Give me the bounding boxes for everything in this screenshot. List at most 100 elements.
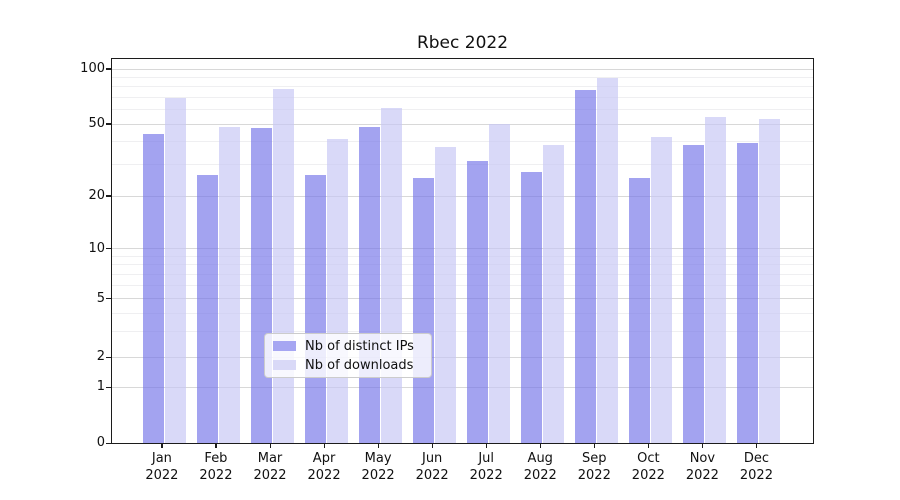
x-tick-mark — [377, 443, 379, 448]
minor-gridline — [112, 163, 813, 165]
bar-distinct-ips-jun — [412, 177, 434, 443]
minor-gridline — [112, 255, 813, 257]
y-tick-label: 0 — [96, 435, 105, 451]
bar-downloads-jun — [434, 147, 456, 443]
bar-distinct-ips-nov — [683, 145, 704, 443]
x-tick-label: Dec 2022 — [721, 451, 791, 484]
x-tick-month: Aug — [527, 451, 553, 466]
major-gridline — [112, 387, 813, 388]
bar-distinct-ips-apr — [304, 174, 326, 443]
bar-distinct-ips-feb — [196, 174, 218, 443]
legend-label: Nb of distinct IPs — [305, 338, 414, 354]
x-tick-year: 2022 — [631, 467, 665, 483]
x-tick-month: Apr — [312, 451, 336, 466]
legend-label: Nb of downloads — [305, 357, 414, 373]
x-tick-label: Jul 2022 — [451, 451, 521, 484]
x-tick-year: 2022 — [253, 467, 287, 483]
bar-distinct-ips-jan — [142, 133, 164, 443]
major-gridline — [112, 248, 813, 250]
minor-gridline — [112, 76, 813, 78]
x-tick-label: Feb 2022 — [181, 451, 251, 484]
x-tick-year: 2022 — [415, 467, 449, 483]
x-tick-label: Jan 2022 — [127, 451, 197, 484]
y-tick-label: 10 — [88, 240, 105, 256]
minor-gridline — [112, 141, 813, 143]
y-tick-mark — [106, 68, 112, 70]
x-tick-month: Dec — [743, 451, 770, 466]
minor-gridline — [112, 312, 813, 314]
x-tick-year: 2022 — [361, 467, 395, 483]
x-tick-mark — [269, 443, 271, 448]
y-tick-label: 2 — [96, 349, 105, 365]
minor-gridline — [112, 96, 813, 98]
x-tick-month: Oct — [637, 451, 660, 466]
x-tick-mark — [701, 443, 704, 448]
minor-gridline — [112, 86, 813, 88]
x-tick-month: Sep — [582, 451, 607, 466]
x-tick-label: Aug 2022 — [505, 451, 575, 484]
bar-distinct-ips-dec — [737, 143, 759, 443]
x-tick-year: 2022 — [199, 467, 233, 483]
legend-item-distinct-ips: Nb of distinct IPs — [273, 339, 423, 354]
x-tick-month: Jun — [421, 451, 443, 466]
x-tick-label: Jun 2022 — [397, 451, 467, 484]
y-tick-mark — [106, 386, 112, 389]
x-tick-label: Mar 2022 — [235, 451, 305, 484]
y-tick-mark — [106, 123, 112, 125]
x-tick-year: 2022 — [739, 467, 773, 483]
x-tick-month: Jan — [151, 451, 172, 466]
x-tick-label: Nov 2022 — [667, 451, 737, 484]
x-tick-label: Apr 2022 — [289, 451, 359, 484]
x-tick-year: 2022 — [469, 467, 503, 483]
x-tick-label: Oct 2022 — [613, 451, 683, 484]
major-gridline — [112, 68, 813, 70]
bar-distinct-ips-aug — [520, 171, 542, 443]
x-tick-mark — [431, 443, 433, 448]
x-tick-year: 2022 — [307, 467, 341, 483]
bar-distinct-ips-mar — [250, 128, 272, 443]
bar-downloads-apr — [326, 139, 348, 443]
y-tick-label: 100 — [80, 60, 105, 76]
major-gridline — [112, 195, 813, 197]
x-tick-year: 2022 — [145, 467, 179, 483]
x-tick-mark — [647, 443, 650, 448]
legend-item-downloads: Nb of downloads — [273, 358, 423, 373]
bar-downloads-sep — [596, 77, 618, 443]
minor-gridline — [112, 331, 813, 333]
bar-distinct-ips-may — [358, 126, 380, 443]
minor-gridline — [112, 274, 813, 276]
bar-downloads-aug — [542, 145, 564, 443]
x-tick-label: May 2022 — [343, 451, 413, 484]
y-tick-mark — [106, 442, 112, 445]
legend: Nb of distinct IPs Nb of downloads — [264, 333, 432, 378]
x-tick-year: 2022 — [523, 467, 557, 483]
plot-area — [111, 58, 814, 444]
y-tick-label: 1 — [96, 379, 105, 395]
y-tick-mark — [106, 195, 112, 197]
bar-distinct-ips-jul — [466, 161, 488, 443]
x-tick-mark — [539, 443, 542, 448]
legend-swatch-distinct-ips — [273, 341, 296, 351]
x-tick-mark — [755, 443, 758, 448]
x-tick-label: Sep 2022 — [559, 451, 629, 484]
y-tick-mark — [106, 248, 112, 250]
major-gridline — [112, 298, 813, 300]
x-tick-mark — [161, 443, 163, 448]
y-tick-label: 5 — [96, 290, 105, 306]
bar-downloads-oct — [650, 137, 672, 443]
x-tick-year: 2022 — [577, 467, 611, 483]
y-tick-mark — [106, 298, 112, 300]
bar-distinct-ips-oct — [628, 177, 650, 443]
minor-gridline — [112, 109, 813, 111]
x-tick-mark — [485, 443, 487, 448]
bar-downloads-dec — [759, 118, 781, 443]
bar-downloads-jan — [164, 97, 186, 443]
major-gridline — [112, 123, 813, 125]
x-tick-month: Nov — [689, 451, 716, 466]
x-tick-month: May — [364, 451, 392, 466]
chart-title: Rbec 2022 — [416, 33, 509, 53]
x-tick-mark — [323, 443, 325, 448]
bar-downloads-feb — [218, 126, 240, 443]
bar-downloads-jul — [488, 123, 510, 443]
